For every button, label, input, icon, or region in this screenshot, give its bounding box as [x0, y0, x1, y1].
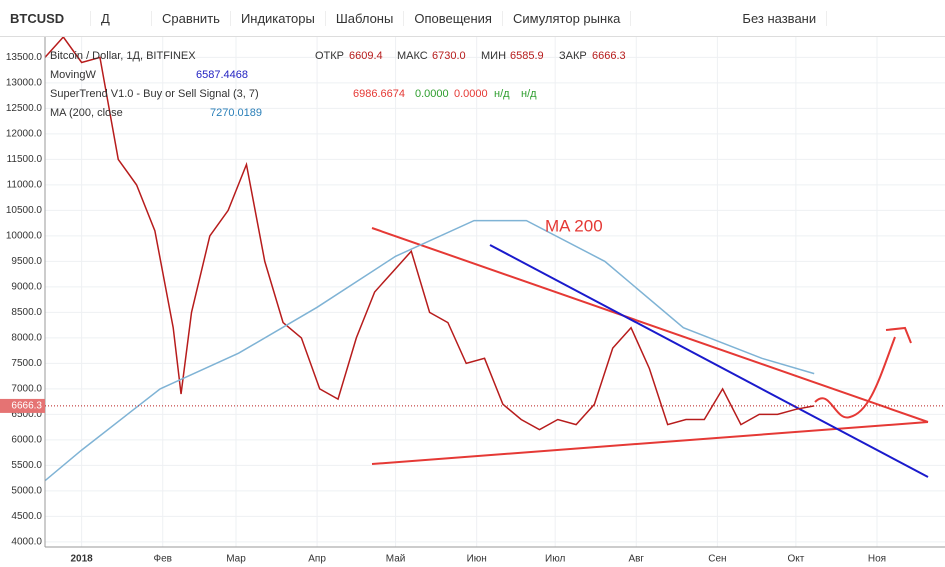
price-line	[45, 219, 815, 482]
layout-name[interactable]: Без названи	[732, 10, 828, 26]
grid	[45, 37, 945, 547]
ohlc-label: МАКС	[397, 50, 428, 62]
toolbar: BTCUSD Д Сравнить Индикаторы Шаблоны Опо…	[0, 0, 945, 37]
y-tick-label: 8000.0	[11, 333, 42, 344]
x-tick-label: Сен	[708, 554, 726, 565]
x-tick-label: Мар	[226, 554, 246, 565]
indicator-value: 0.0000	[454, 88, 488, 100]
indicator-value: 0.0000	[415, 88, 449, 100]
ohlc-value: 6666.3	[592, 50, 626, 62]
toolbar-item[interactable]: Симулятор рынка	[503, 10, 632, 26]
ohlc-label: ОТКР	[315, 50, 344, 62]
y-tick-label: 7000.0	[11, 384, 42, 395]
y-tick-label: 4000.0	[11, 537, 42, 548]
trend-line	[371, 421, 929, 465]
y-tick-label: 10500.0	[6, 205, 43, 216]
y-tick-label: 5000.0	[11, 486, 42, 497]
toolbar-item[interactable]: Сравнить	[152, 10, 231, 26]
legend-title: Bitcoin / Dollar, 1Д, BITFINEX	[50, 50, 196, 62]
x-tick-label: Июн	[467, 554, 487, 565]
symbol[interactable]: BTCUSD	[0, 10, 91, 26]
ohlc-value: 6609.4	[349, 50, 383, 62]
ohlc-label: ЗАКР	[559, 50, 587, 62]
ohlc-value: 6585.9	[510, 50, 544, 62]
indicator-value: 6986.6674	[353, 88, 405, 100]
indicator-name: MovingW	[50, 69, 96, 81]
toolbar-item[interactable]: Шаблоны	[326, 10, 405, 26]
price-tag-label: 6666.3	[11, 401, 42, 412]
indicator-value: н/д	[521, 88, 537, 100]
x-tick-label: Ноя	[868, 554, 886, 565]
ohlc-value: 6730.0	[432, 50, 466, 62]
forecast-arrow	[814, 326, 912, 419]
y-tick-label: 12500.0	[6, 103, 43, 114]
y-tick-label: 7500.0	[11, 358, 42, 369]
indicator-name: SuperTrend V1.0 - Buy or Sell Signal (3,…	[50, 88, 259, 100]
y-tick-label: 9500.0	[11, 256, 42, 267]
x-tick-label: Апр	[308, 554, 326, 565]
y-tick-label: 11000.0	[7, 180, 43, 191]
plot	[45, 37, 929, 482]
x-tick-label: Авг	[628, 554, 644, 565]
y-tick-label: 6500.0	[11, 409, 42, 420]
interval[interactable]: Д	[91, 10, 152, 26]
y-tick-label: 6000.0	[11, 435, 42, 446]
x-tick-label: Май	[386, 554, 406, 565]
x-tick-label: Фев	[153, 554, 171, 565]
ohlc-label: МИН	[481, 50, 506, 62]
x-tick-label: Июл	[545, 554, 565, 565]
price-tag	[0, 398, 45, 413]
y-tick-label: 13500.0	[6, 52, 43, 63]
y-tick-label: 12000.0	[6, 129, 43, 140]
toolbar-item[interactable]: Индикаторы	[231, 10, 326, 26]
y-tick-label: 11500.0	[7, 154, 43, 165]
indicator-value: н/д	[494, 88, 510, 100]
indicator-value: 7270.0189	[210, 107, 262, 119]
indicator-value: 6587.4468	[196, 69, 248, 81]
y-tick-label: 13000.0	[6, 78, 43, 89]
y-tick-label: 10000.0	[6, 231, 43, 242]
y-tick-label: 5500.0	[11, 460, 42, 471]
annotation: MA 200	[545, 216, 603, 235]
trend-line	[489, 244, 929, 478]
y-tick-label: 8500.0	[11, 307, 42, 318]
y-tick-label: 9000.0	[11, 282, 42, 293]
indicator-name: MA (200, close	[50, 107, 123, 119]
x-tick-label: 2018	[71, 554, 94, 565]
y-tick-label: 4500.0	[11, 511, 42, 522]
toolbar-item[interactable]: Оповещения	[404, 10, 503, 26]
chart: MA 200 Bitcoin / Dollar, 1Д, BITFINEX ОТ…	[0, 37, 945, 565]
x-tick-label: Окт	[787, 554, 804, 565]
trend-line	[371, 227, 929, 423]
price-line	[45, 37, 815, 431]
